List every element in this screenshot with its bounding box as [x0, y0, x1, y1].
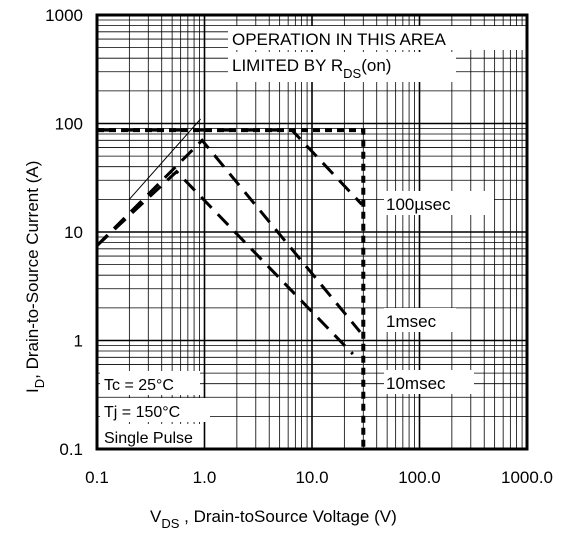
- x-tick-label: 0.1: [85, 468, 109, 487]
- series-line: [95, 138, 362, 333]
- annotation-suffix: (on): [361, 56, 391, 75]
- series-label: 10msec: [386, 374, 446, 393]
- x-tick-label: 1.0: [193, 468, 217, 487]
- series-label-background: [384, 191, 494, 215]
- series-line: [95, 169, 354, 356]
- limit-boundary-line: [97, 128, 366, 449]
- x-tick-label: 10.0: [295, 468, 328, 487]
- y-axis-title: ID, Drain-to-Source Current (A): [23, 161, 47, 393]
- series-layer: [95, 128, 366, 449]
- y-tick-label: 0.1: [59, 440, 83, 459]
- x-axis-title: VDS , Drain-toSource Voltage (V): [150, 507, 397, 531]
- y-axis-title-symbol: I: [23, 388, 42, 393]
- y-tick-label: 100: [55, 115, 83, 134]
- annotation-prefix: LIMITED BY R: [232, 56, 343, 75]
- y-axis-title-subscript: D: [32, 379, 47, 388]
- x-tick-label: 100.0: [398, 468, 441, 487]
- annotation-line-1: OPERATION IN THIS AREA: [232, 30, 446, 49]
- condition-background: [100, 424, 200, 448]
- x-tick-labels: 0.1 1.0 10.0 100.0 1000.0: [85, 468, 553, 487]
- x-tick-label: 1000.0: [501, 468, 553, 487]
- annotation-text-background: [228, 52, 456, 82]
- y-tick-label: 10: [64, 223, 83, 242]
- series-label: 100µsec: [386, 195, 451, 214]
- series-label: 1msec: [386, 312, 437, 331]
- series-line: [97, 128, 363, 206]
- x-axis-title-symbol: V: [150, 507, 162, 526]
- y-axis-title-text: , Drain-to-Source Current (A): [23, 161, 42, 379]
- condition-background: [100, 371, 200, 395]
- x-axis-title-text: , Drain-toSource Voltage (V): [179, 507, 396, 526]
- plot-frame: [95, 13, 529, 451]
- y-tick-label: 1: [74, 332, 83, 351]
- x-axis-title-subscript: DS: [161, 516, 179, 531]
- series-label-background: [384, 370, 474, 394]
- y-tick-label: 1000: [45, 6, 83, 25]
- annotation-text-background: [228, 26, 526, 50]
- annotation-line-2: LIMITED BY RDS(on): [232, 56, 391, 81]
- annotation-pointer-line: [128, 118, 201, 200]
- annotation-subscript: DS: [343, 66, 361, 81]
- condition-background: [100, 398, 210, 422]
- annotation-layer: OPERATION IN THIS AREA LIMITED BY RDS(on)…: [100, 26, 526, 448]
- condition-text: Single Pulse: [104, 430, 193, 447]
- series-label-background: [384, 308, 456, 332]
- condition-text: Tc = 25°C: [104, 377, 174, 394]
- condition-text: Tj = 150°C: [104, 404, 180, 421]
- y-tick-labels: 0.1 1 10 100 1000: [45, 6, 83, 459]
